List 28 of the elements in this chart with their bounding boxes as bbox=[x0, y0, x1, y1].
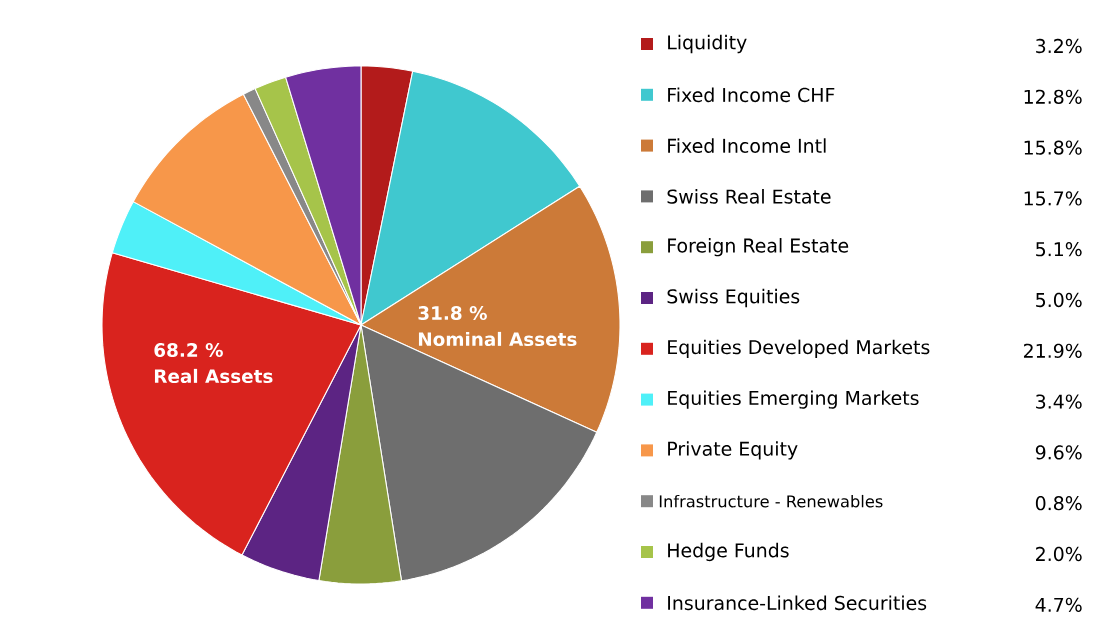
text: Real Assets bbox=[154, 368, 273, 384]
data-label: 15.8% bbox=[1024, 140, 1082, 155]
legend-label: Swiss Real Estate bbox=[667, 189, 831, 204]
data-label: 9.6% bbox=[1035, 445, 1082, 460]
legend-label: Fixed Income CHF bbox=[668, 87, 835, 103]
legend-label: Insurance-Linked Securities bbox=[668, 595, 927, 611]
legend-label: Equities Developed Markets bbox=[668, 339, 930, 358]
data-label: 21.9% bbox=[1023, 343, 1082, 358]
data-label: 2.0% bbox=[1036, 546, 1082, 562]
legend-label: Private Equity bbox=[668, 441, 798, 460]
text: 68.2 % bbox=[154, 343, 223, 357]
legend-label: Swiss Equities bbox=[667, 288, 800, 308]
legend-label: Hedge Funds bbox=[668, 542, 789, 562]
legend-label: Fixed Income Intl bbox=[668, 138, 826, 153]
data-label: 0.8% bbox=[1035, 496, 1082, 511]
data-label: 15.7% bbox=[1024, 191, 1082, 206]
text: 31.8 % bbox=[418, 306, 487, 320]
data-label: 5.0% bbox=[1036, 292, 1082, 308]
data-label: 3.4% bbox=[1036, 394, 1082, 409]
data-label: 5.1% bbox=[1036, 242, 1082, 257]
data-label: 3.2% bbox=[1036, 38, 1082, 54]
legend-label: Infrastructure - Renewables bbox=[659, 494, 883, 508]
legend-label: Liquidity bbox=[668, 34, 747, 54]
data-label: 12.8% bbox=[1024, 89, 1082, 104]
text: Nominal Assets bbox=[418, 331, 577, 347]
legend-label: Foreign Real Estate bbox=[668, 238, 849, 257]
legend-label: Equities Emerging Markets bbox=[668, 390, 919, 409]
data-label: 4.7% bbox=[1035, 597, 1082, 612]
